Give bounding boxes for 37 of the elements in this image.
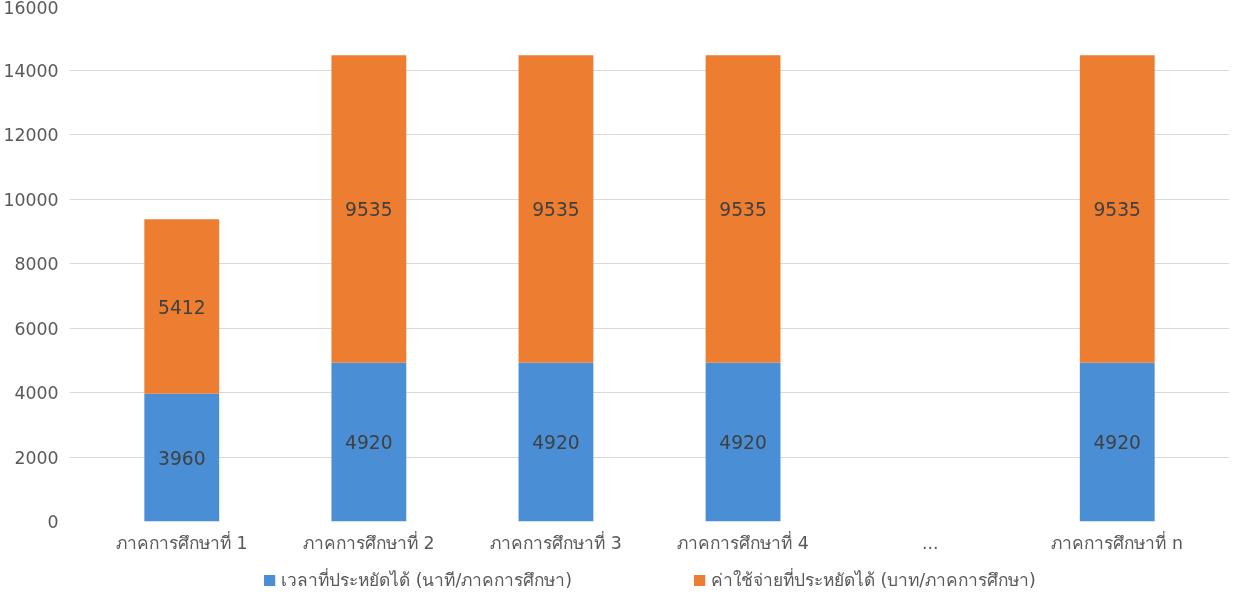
data-label: 9535	[532, 199, 580, 221]
y-tick-label: 0	[47, 512, 59, 532]
x-tick-label: ภาคการศึกษาที่ 1	[115, 530, 248, 553]
bar	[331, 55, 407, 363]
bar	[1079, 362, 1155, 522]
legend-label: ค่าใช้จ่ายที่ประหยัดได้ (บาท/ภาคการศึกษา)	[711, 567, 1036, 592]
data-label: 5412	[158, 296, 206, 318]
bar	[705, 55, 781, 363]
y-tick-label: 4000	[14, 383, 59, 403]
data-label: 4920	[345, 432, 393, 454]
y-tick-label: 10000	[3, 189, 59, 210]
legend-label: เวลาที่ประหยัดได้ (นาที/ภาคการศึกษา)	[281, 567, 572, 592]
data-label: 9535	[1093, 199, 1141, 221]
bar	[518, 55, 594, 363]
y-tick-label: 6000	[14, 318, 59, 339]
data-label: 9535	[719, 199, 767, 221]
data-label: 4920	[532, 432, 580, 454]
y-tick-label: 16000	[3, 0, 59, 18]
data-label: 3960	[158, 447, 206, 469]
bar	[331, 362, 407, 522]
x-tick-label: ...	[921, 532, 939, 553]
bar	[144, 219, 220, 394]
y-tick-label: 12000	[3, 125, 59, 145]
bar	[1079, 55, 1155, 363]
x-tick-label: ภาคการศึกษาที่ n	[1051, 530, 1183, 553]
bar	[705, 362, 781, 522]
data-label: 4920	[719, 432, 767, 454]
bar	[518, 362, 594, 522]
x-tick-label: ภาคการศึกษาที่ 3	[490, 530, 622, 553]
x-tick-label: ภาคการศึกษาที่ 4	[677, 530, 809, 553]
y-tick-label: 14000	[3, 60, 59, 81]
y-tick-label: 2000	[14, 447, 59, 468]
data-label: 9535	[345, 199, 393, 221]
data-label: 4920	[1093, 432, 1141, 454]
x-tick-label: ภาคการศึกษาที่ 2	[303, 530, 435, 553]
bar	[144, 393, 220, 522]
y-tick-label: 8000	[14, 254, 59, 274]
